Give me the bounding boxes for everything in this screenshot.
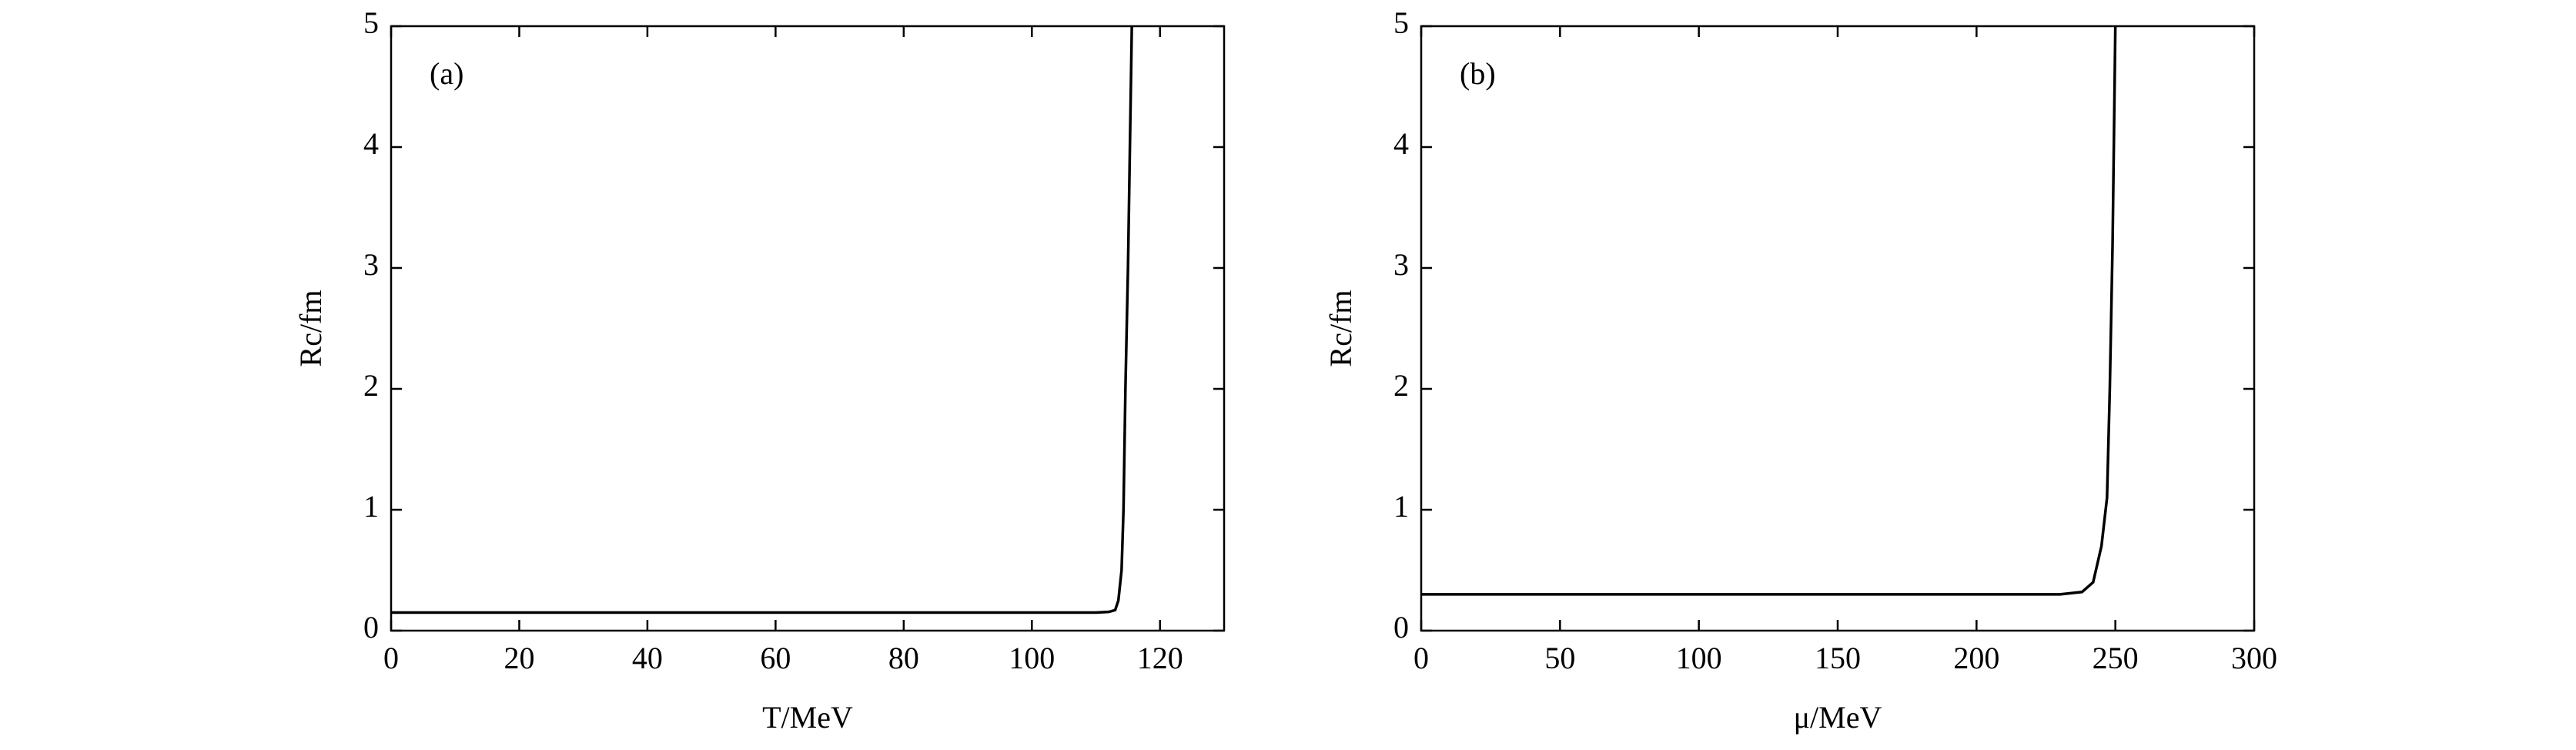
- y-tick-label: 4: [1393, 126, 1409, 161]
- x-tick-label: 0: [383, 641, 399, 675]
- x-tick-label: 100: [1009, 641, 1055, 675]
- x-tick-label: 200: [1953, 641, 1999, 675]
- x-tick-label: 250: [2093, 641, 2139, 675]
- y-tick-label: 1: [1393, 489, 1409, 524]
- panel-label: (b): [1460, 56, 1496, 91]
- y-tick-label: 1: [363, 489, 379, 524]
- y-tick-label: 2: [1393, 368, 1409, 403]
- x-tick-label: 60: [760, 641, 791, 675]
- x-tick-label: 20: [503, 641, 534, 675]
- plot-frame: [390, 25, 1226, 632]
- y-tick-label: 5: [1393, 5, 1409, 40]
- y-axis-label: Rc/fm: [1323, 290, 1358, 367]
- y-tick-label: 3: [363, 247, 379, 282]
- x-axis-label: μ/MeV: [1794, 700, 1882, 735]
- y-tick-label: 3: [1393, 247, 1409, 282]
- y-tick-label: 5: [363, 5, 379, 40]
- data-line: [391, 25, 1133, 614]
- y-tick-label: 2: [363, 368, 379, 403]
- y-tick-label: 0: [363, 610, 379, 645]
- x-tick-label: 80: [888, 641, 919, 675]
- data-line: [1421, 25, 2117, 596]
- y-tick-label: 0: [1393, 610, 1409, 645]
- x-tick-label: 300: [2231, 641, 2277, 675]
- plot-frame: [1420, 25, 2256, 632]
- x-tick-label: 100: [1676, 641, 1722, 675]
- x-tick-label: 0: [1413, 641, 1429, 675]
- x-axis-label: T/MeV: [762, 700, 853, 735]
- y-tick-label: 4: [363, 126, 379, 161]
- x-tick-label: 50: [1544, 641, 1575, 675]
- x-tick-label: 40: [632, 641, 663, 675]
- x-tick-label: 150: [1815, 641, 1861, 675]
- x-tick-label: 120: [1137, 641, 1183, 675]
- panel-label: (a): [430, 56, 463, 91]
- y-axis-label: Rc/fm: [293, 290, 328, 367]
